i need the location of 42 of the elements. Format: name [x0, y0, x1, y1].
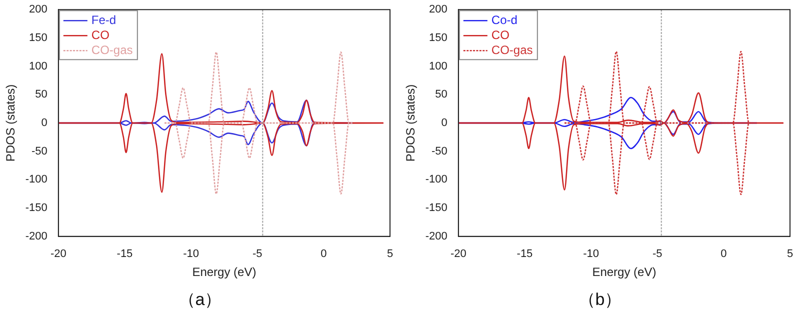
y-tick-label: 200 [429, 4, 448, 16]
text: （a） [177, 289, 223, 311]
y-tick-label: -50 [432, 145, 448, 158]
legend-label: Co-d [491, 12, 518, 27]
legend-label: Fe-d [91, 12, 116, 27]
y-tick-label: 100 [29, 60, 48, 72]
text: （b） [577, 289, 623, 311]
y-tick-label: 0 [41, 117, 48, 130]
x-tick-label: 0 [720, 248, 727, 260]
y-tick-label: 50 [435, 88, 448, 101]
x-tick-label: 5 [786, 248, 794, 260]
x-tick-label: -20 [50, 248, 66, 260]
y-tick-label: -100 [425, 174, 448, 186]
x-tick-label: 5 [386, 248, 394, 260]
legend-label: CO [491, 28, 510, 42]
y-tick-label: 100 [429, 60, 448, 72]
x-tick-label: -15 [516, 248, 533, 260]
x-tick-label: -5 [252, 248, 262, 260]
y-tick-label: 200 [29, 4, 48, 16]
y-tick-label: 150 [429, 32, 448, 44]
legend-label: CO-gas [491, 42, 533, 57]
y-tick-label: -200 [25, 230, 48, 242]
y-axis-title: PDOS (states) [4, 84, 18, 162]
y-tick-label: 150 [29, 32, 48, 44]
x-tick-label: -20 [450, 248, 466, 260]
x-axis-title: Energy (eV) [192, 265, 256, 280]
y-tick-label: -50 [32, 145, 48, 158]
x-tick-label: -10 [583, 248, 600, 260]
y-tick-label: 50 [35, 88, 48, 101]
y-tick-label: -200 [425, 230, 448, 242]
x-tick-label: -10 [183, 248, 200, 260]
y-tick-label: -100 [25, 174, 48, 186]
x-axis-title: Energy (eV) [592, 265, 656, 280]
legend-label: CO [91, 28, 110, 42]
y-tick-label: -150 [425, 202, 448, 214]
x-tick-label: 0 [320, 248, 327, 260]
y-axis-title: PDOS (states) [404, 84, 418, 162]
y-tick-label: -150 [25, 202, 48, 214]
legend-label: CO-gas [91, 42, 133, 57]
y-tick-label: 0 [441, 117, 448, 130]
x-tick-label: -5 [652, 248, 662, 260]
x-tick-label: -15 [116, 248, 133, 260]
